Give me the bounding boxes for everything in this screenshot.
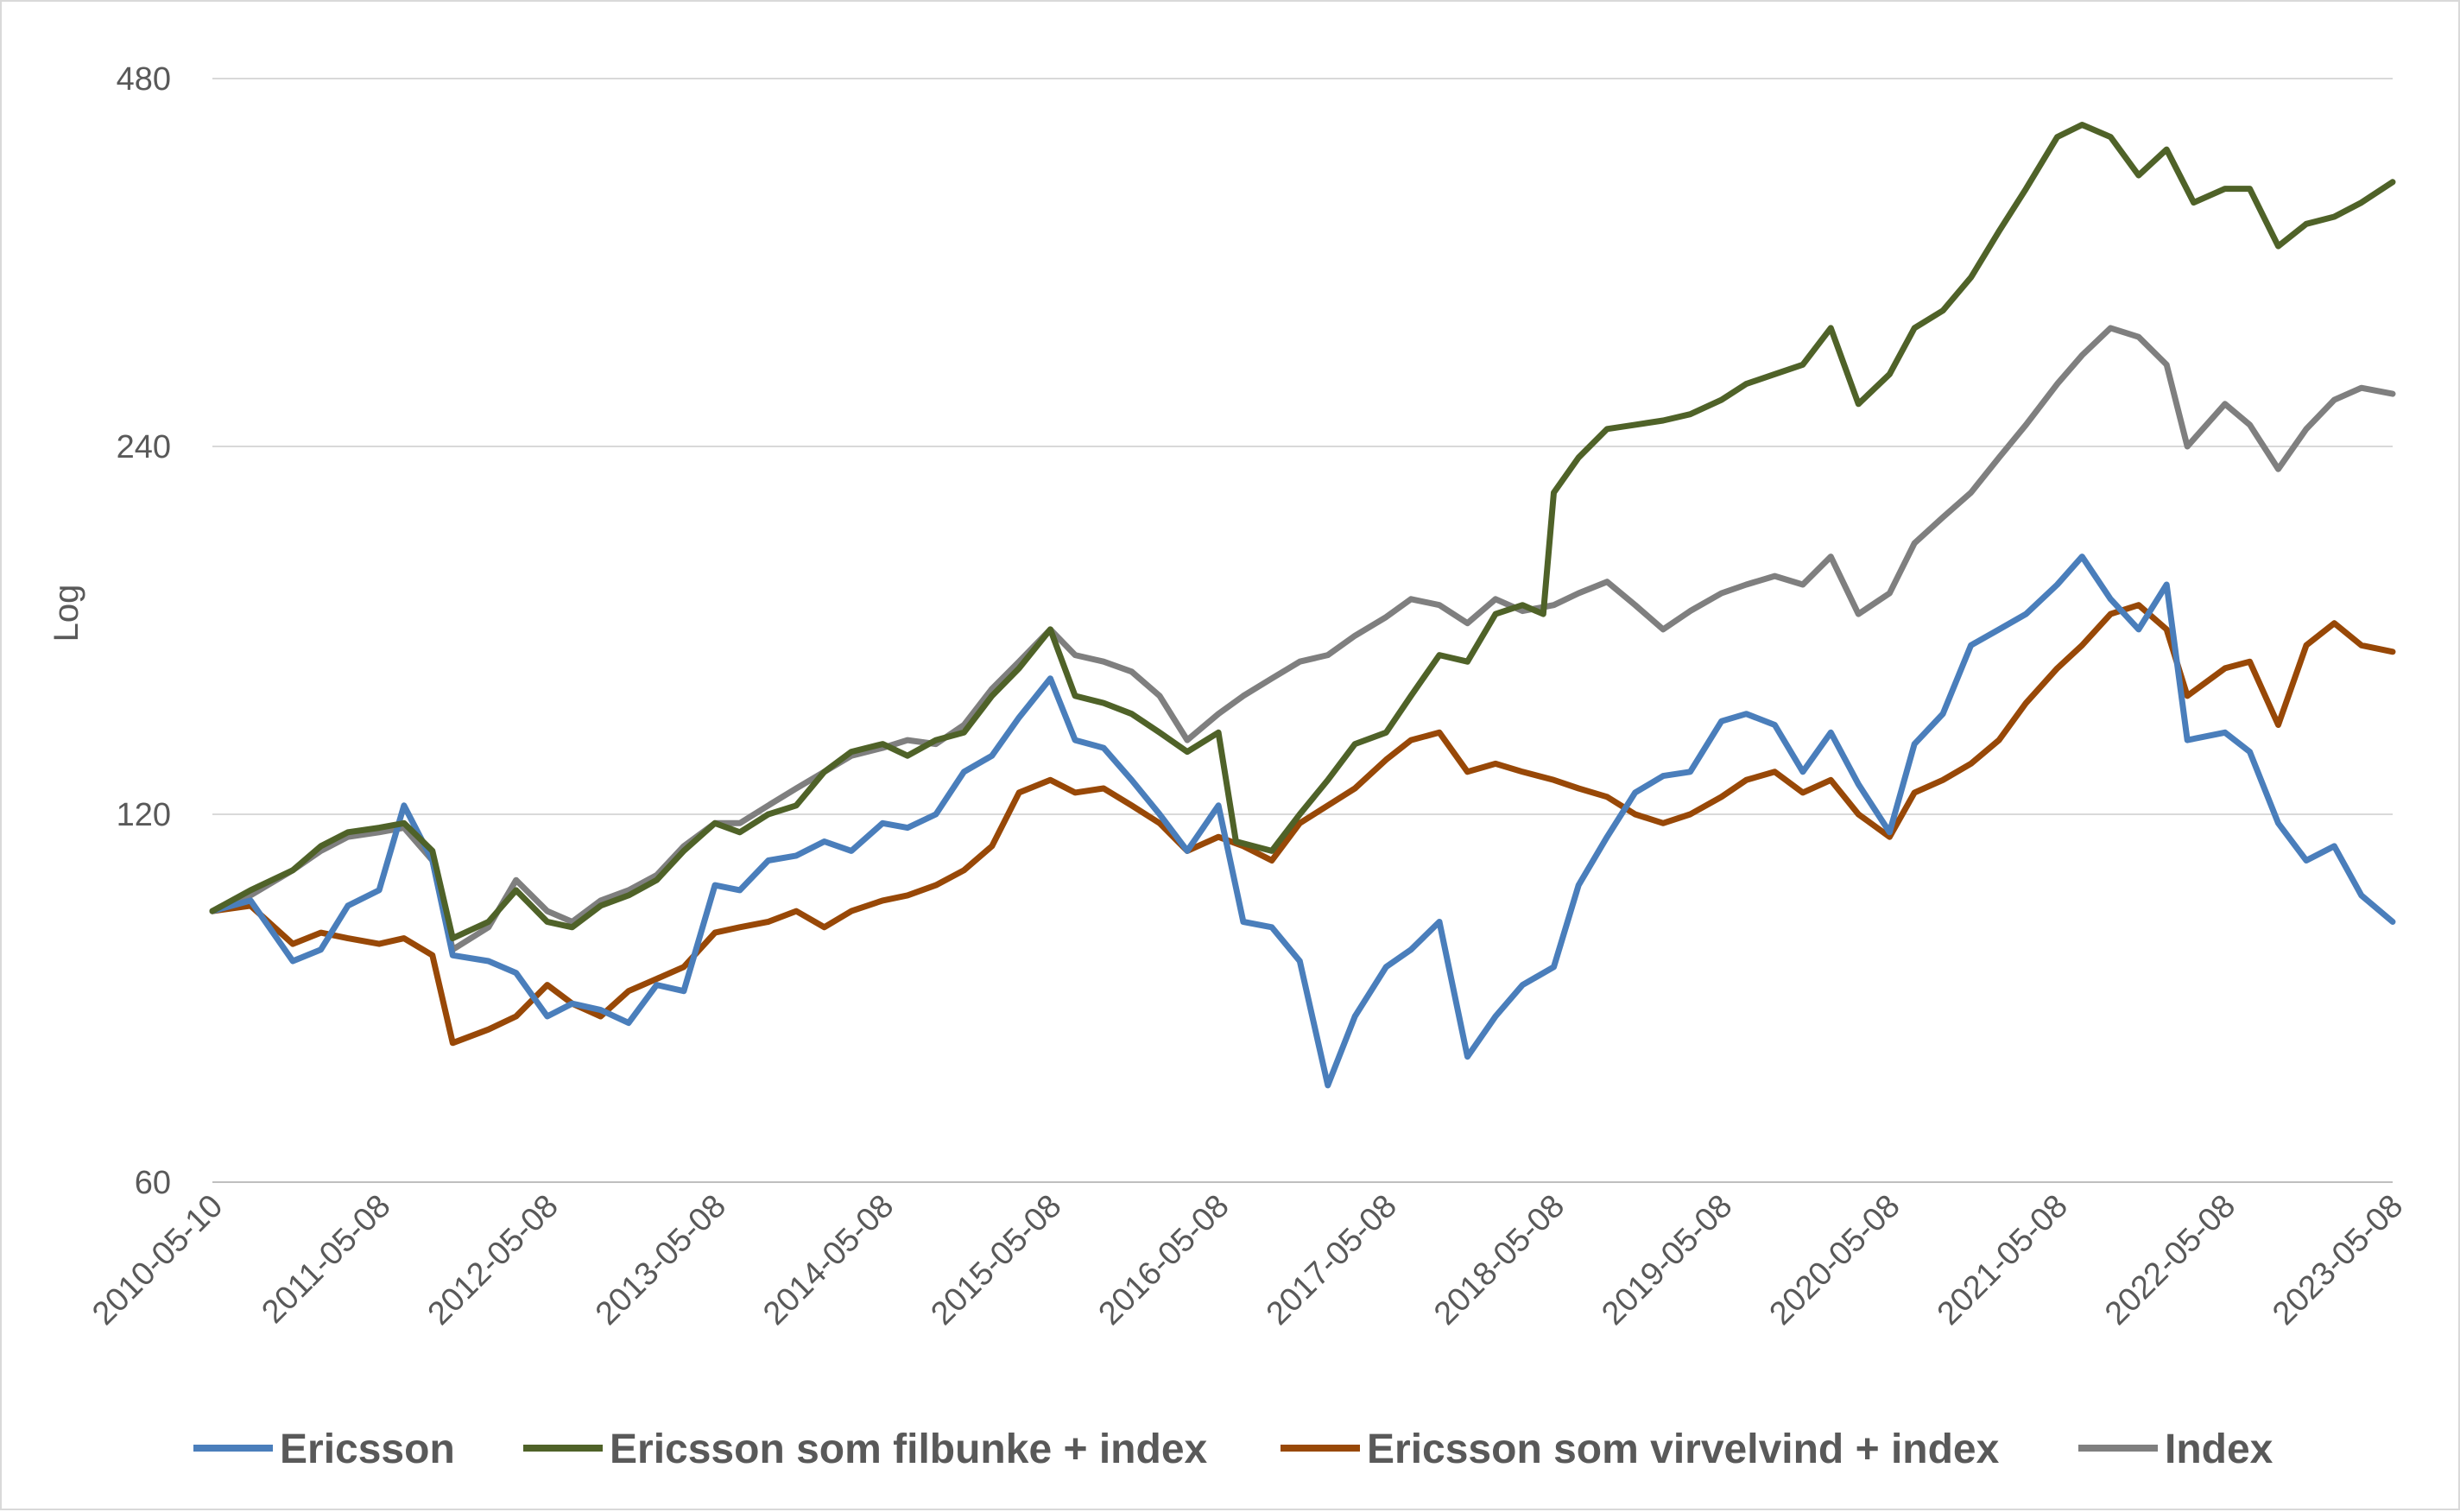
x-tick-label: 2015-05-08	[924, 1188, 1068, 1332]
series-line-2	[209, 602, 2396, 1047]
x-tick-label: 2014-05-08	[756, 1188, 901, 1332]
x-tick-label: 2021-05-08	[1931, 1188, 2075, 1332]
x-tick-label: 2016-05-08	[1092, 1188, 1236, 1332]
y-axis-label: Log	[47, 585, 85, 642]
x-tick-label: 2020-05-08	[1763, 1188, 1907, 1332]
series-lines	[209, 122, 2396, 1089]
series-line-0	[209, 554, 2396, 1089]
y-tick-label: 120	[117, 797, 171, 833]
x-tick-label: 2019-05-08	[1595, 1188, 1739, 1332]
y-tick-label: 60	[135, 1165, 171, 1201]
y-tick-label: 480	[117, 61, 171, 98]
series-line-1	[209, 122, 2396, 942]
x-tick-label: 2010-05-10	[85, 1188, 230, 1332]
x-tick-label: 2018-05-08	[1427, 1188, 1571, 1332]
x-tick-label: 2013-05-08	[589, 1188, 733, 1332]
x-tick-label: 2011-05-08	[255, 1188, 397, 1331]
x-tick-label: 2023-05-08	[2266, 1188, 2410, 1332]
x-tick-label: 2012-05-08	[421, 1188, 566, 1332]
legend: Ericsson Ericsson som filbunke + index Eri…	[193, 1427, 2273, 1472]
gridlines	[212, 78, 2393, 815]
series-line-3	[209, 325, 2396, 953]
x-axis-ticks: 2010-05-10 2011-05-08 2012-05-08 2013-05-08…	[85, 1188, 2410, 1332]
legend-label: Index	[2165, 1427, 2273, 1472]
legend-label: Ericsson som filbunke + index	[610, 1427, 1208, 1472]
y-axis-ticks: 60 120 240 480	[117, 61, 171, 1201]
x-tick-label: 2017-05-08	[1260, 1188, 1404, 1332]
x-tick-label: 2022-05-08	[2098, 1188, 2242, 1332]
legend-label: Ericsson	[280, 1427, 455, 1472]
y-tick-label: 240	[117, 429, 171, 465]
legend-label: Ericsson som virvelvind + index	[1367, 1427, 2000, 1472]
